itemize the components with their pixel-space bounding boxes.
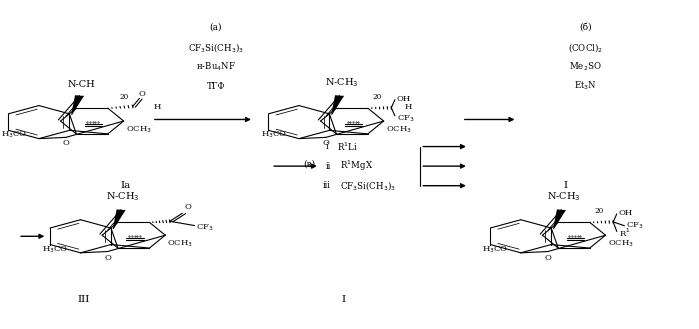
Text: (а): (а) — [210, 23, 222, 32]
Polygon shape — [553, 209, 565, 229]
Text: iii: iii — [323, 181, 331, 190]
Text: OCH$_3$: OCH$_3$ — [126, 124, 152, 135]
Text: OCH$_3$: OCH$_3$ — [168, 239, 194, 249]
Text: OH: OH — [619, 209, 633, 217]
Text: O: O — [322, 139, 329, 147]
Text: N-CH$_3$: N-CH$_3$ — [547, 190, 580, 203]
Text: OCH$_3$: OCH$_3$ — [608, 239, 634, 249]
Text: R$^1$: R$^1$ — [619, 227, 630, 239]
Text: N-CH$_3$: N-CH$_3$ — [106, 190, 140, 203]
Text: Me$_2$SO: Me$_2$SO — [569, 61, 602, 73]
Text: R$^1$MgX: R$^1$MgX — [340, 159, 373, 173]
Text: H: H — [405, 103, 412, 111]
Polygon shape — [113, 209, 126, 229]
Text: ТГФ: ТГФ — [206, 82, 225, 91]
Text: н-Bu$_4$NF: н-Bu$_4$NF — [196, 61, 236, 73]
Text: H: H — [154, 103, 161, 111]
Text: CF$_3$Si(CH$_3$)$_3$: CF$_3$Si(CH$_3$)$_3$ — [188, 40, 244, 54]
Text: H$_3$CO: H$_3$CO — [261, 130, 287, 140]
Text: CF$_3$: CF$_3$ — [196, 222, 213, 233]
Text: OCH$_3$: OCH$_3$ — [386, 124, 412, 135]
Text: H$_3$CO: H$_3$CO — [482, 244, 509, 255]
Text: 20: 20 — [373, 93, 382, 101]
Text: CF$_3$: CF$_3$ — [397, 114, 415, 124]
Text: I: I — [342, 295, 346, 304]
Text: (в): (в) — [303, 160, 315, 169]
Text: I: I — [564, 181, 568, 190]
Text: III: III — [78, 295, 90, 304]
Text: (COCl)$_2$: (COCl)$_2$ — [568, 40, 603, 54]
Text: CF$_3$: CF$_3$ — [626, 221, 644, 231]
Text: N-CH: N-CH — [68, 80, 96, 89]
Text: OH: OH — [397, 95, 411, 103]
Text: i: i — [326, 142, 329, 151]
Text: O: O — [104, 254, 111, 262]
Text: O: O — [138, 90, 145, 98]
Text: (б): (б) — [579, 23, 591, 32]
Text: ii: ii — [326, 162, 331, 171]
Polygon shape — [71, 95, 84, 115]
Text: 20: 20 — [594, 207, 603, 215]
Text: O: O — [185, 203, 192, 211]
Polygon shape — [331, 95, 344, 115]
Text: 20: 20 — [119, 93, 129, 101]
Text: Ia: Ia — [120, 181, 131, 190]
Text: O: O — [545, 254, 552, 262]
Text: H$_3$CO: H$_3$CO — [42, 244, 69, 255]
Text: N-CH$_3$: N-CH$_3$ — [325, 76, 359, 89]
Text: H$_3$CO: H$_3$CO — [1, 130, 27, 140]
Text: O: O — [62, 139, 69, 147]
Text: Et$_3$N: Et$_3$N — [574, 80, 597, 92]
Text: CF$_3$Si(CH$_3$)$_3$: CF$_3$Si(CH$_3$)$_3$ — [340, 179, 396, 192]
Text: R$^1$Li: R$^1$Li — [337, 140, 358, 153]
